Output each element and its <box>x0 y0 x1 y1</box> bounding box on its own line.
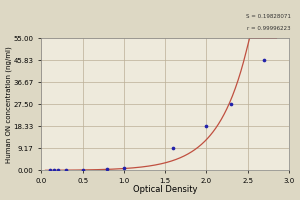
Point <box>122 167 126 170</box>
Point <box>64 169 68 172</box>
Point <box>80 168 85 172</box>
Text: S = 0.19828071: S = 0.19828071 <box>246 14 291 19</box>
Point <box>47 169 52 172</box>
Point <box>56 169 60 172</box>
Text: r = 0.99996223: r = 0.99996223 <box>248 26 291 31</box>
Point <box>105 168 110 171</box>
Point <box>171 147 176 150</box>
Point <box>204 125 209 128</box>
Point <box>262 59 266 62</box>
Y-axis label: Human ON concentration (ng/ml): Human ON concentration (ng/ml) <box>6 46 12 163</box>
X-axis label: Optical Density: Optical Density <box>133 185 197 194</box>
Point <box>229 103 233 106</box>
Point <box>51 169 56 172</box>
